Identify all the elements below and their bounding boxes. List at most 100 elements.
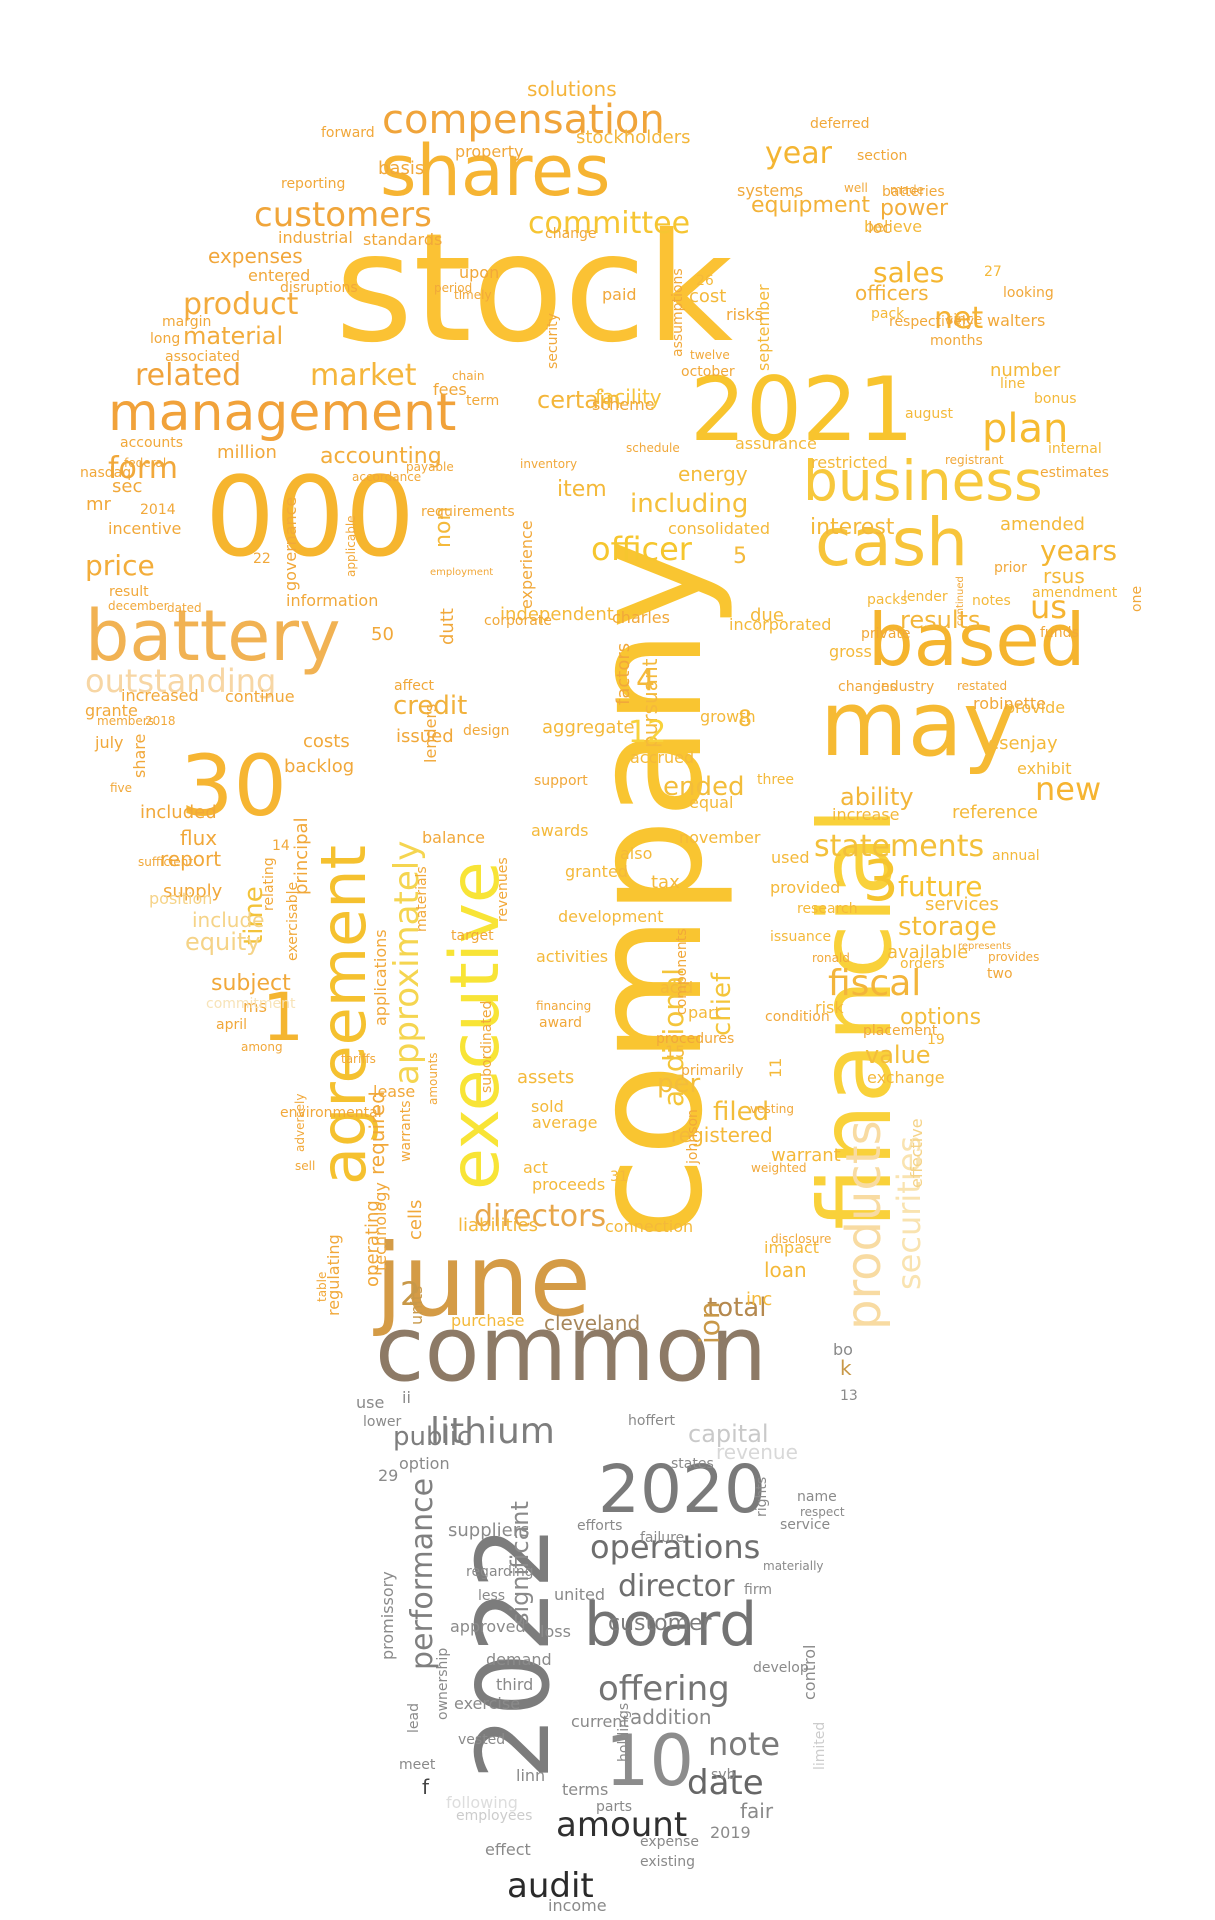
word-company: company	[559, 539, 736, 1240]
word-income: income	[548, 1896, 607, 1915]
word-december: december	[108, 599, 169, 613]
word-federal: federal	[124, 456, 166, 470]
word-assets: assets	[517, 1067, 574, 1088]
word-22: 22	[253, 551, 271, 567]
word-less: less	[478, 1588, 505, 1604]
word-pursuant: pursuant	[638, 658, 662, 748]
word-shares: shares	[380, 130, 611, 212]
word-activities: activities	[536, 947, 608, 966]
word-additional: additional	[657, 968, 690, 1107]
word-provide: provide	[1005, 698, 1065, 717]
word-chief: chief	[707, 972, 737, 1036]
word-provides: provides	[988, 950, 1039, 964]
word-corporate: corporate	[484, 613, 552, 629]
word-three: three	[757, 772, 794, 788]
word-interest: interest	[810, 515, 895, 540]
word-change: change	[545, 226, 597, 242]
word-disclosure: disclosure	[771, 1232, 831, 1246]
word-amount: amount	[556, 1805, 687, 1845]
word-2020: 2020	[598, 1451, 766, 1528]
word-components: components	[674, 929, 690, 1016]
word-members: members	[97, 714, 154, 728]
word-use: use	[356, 1393, 384, 1412]
word-amendment: amendment	[1032, 585, 1118, 601]
word-cleveland: cleveland	[544, 1311, 640, 1335]
word-option: option	[399, 1454, 450, 1473]
word-well: well	[844, 181, 868, 195]
word-subordinated: subordinated	[479, 1001, 495, 1093]
word-grante: grante	[85, 701, 138, 720]
word-scheme: scheme	[592, 395, 655, 414]
word-subject: subject	[211, 971, 291, 996]
word-materials: materials	[414, 866, 430, 932]
word-26: 26	[696, 273, 714, 289]
word-mr: mr	[86, 494, 112, 515]
word-margin: margin	[162, 314, 211, 330]
word-months: months	[930, 333, 983, 349]
word-efforts: efforts	[577, 1518, 622, 1534]
word-environmental: environmental	[280, 1105, 382, 1121]
word-development: development	[558, 907, 664, 926]
word-stock: stock	[335, 202, 733, 376]
word-awards: awards	[531, 821, 588, 840]
word-price: price	[85, 549, 155, 582]
word-property: property	[455, 142, 524, 161]
word-relating: relating	[261, 857, 277, 911]
word-term: term	[466, 393, 499, 409]
word-5: 5	[733, 544, 747, 569]
word-name: name	[797, 1489, 837, 1505]
word-aggregate: aggregate	[542, 717, 635, 738]
word-cash: cash	[815, 504, 968, 581]
word-tariffs: tariffs	[341, 1052, 376, 1066]
word-significant: significant	[506, 1501, 534, 1625]
word-equal: equal	[689, 793, 733, 812]
word-costs: costs	[303, 731, 350, 752]
word-procedures: procedures	[656, 1031, 734, 1047]
word-average: average	[532, 1113, 598, 1132]
word-provided: provided	[770, 878, 840, 897]
word-expense: expense	[640, 1834, 699, 1850]
word-board: board	[584, 1590, 757, 1660]
word-security: security	[545, 313, 561, 369]
word-johnson: johnson	[685, 1109, 701, 1165]
word-position: position	[149, 889, 212, 908]
word-tax: tax	[651, 872, 680, 893]
word-ii: ii	[402, 1388, 411, 1407]
word-third: third	[496, 1675, 533, 1694]
word-performance: performance	[405, 1478, 440, 1670]
word-exhibit: exhibit	[1017, 759, 1072, 778]
word-governance: governance	[281, 497, 300, 591]
word-september: september	[754, 284, 773, 371]
word-management: management	[108, 383, 456, 443]
word-services: services	[925, 894, 999, 915]
word-part: part	[688, 1003, 721, 1022]
word-8: 8	[738, 707, 752, 732]
word-acid: acid	[660, 978, 693, 997]
word-deferred: deferred	[810, 116, 870, 132]
word-warrants: warrants	[398, 1100, 414, 1162]
word-respect: respect	[800, 1505, 845, 1519]
word-period: period	[434, 281, 472, 295]
word-may: may	[820, 672, 1016, 777]
word-available: available	[887, 942, 968, 963]
word-represents: represents	[958, 941, 1011, 952]
word-f: f	[422, 1775, 430, 1799]
word-section: section	[857, 148, 907, 164]
word-also: also	[620, 844, 652, 863]
word-existing: existing	[640, 1854, 695, 1870]
word-exercise: exercise	[454, 1694, 520, 1713]
word-2014: 2014	[140, 502, 176, 518]
word-loss: loss	[540, 1622, 571, 1641]
word-esenjay: esenjay	[988, 733, 1058, 754]
word-accounting: accounting	[320, 444, 442, 469]
word-five: five	[110, 781, 132, 795]
word-commitment: commitment	[206, 996, 296, 1012]
word-orders: orders	[900, 956, 945, 972]
word-item: item	[557, 477, 607, 502]
word-increased: increased	[121, 686, 199, 705]
word-develop: develop	[753, 1660, 809, 1676]
word-material: material	[183, 322, 283, 350]
word-product: product	[183, 287, 299, 322]
word-one: one	[1129, 586, 1145, 612]
word-assurance: assurance	[735, 434, 817, 453]
